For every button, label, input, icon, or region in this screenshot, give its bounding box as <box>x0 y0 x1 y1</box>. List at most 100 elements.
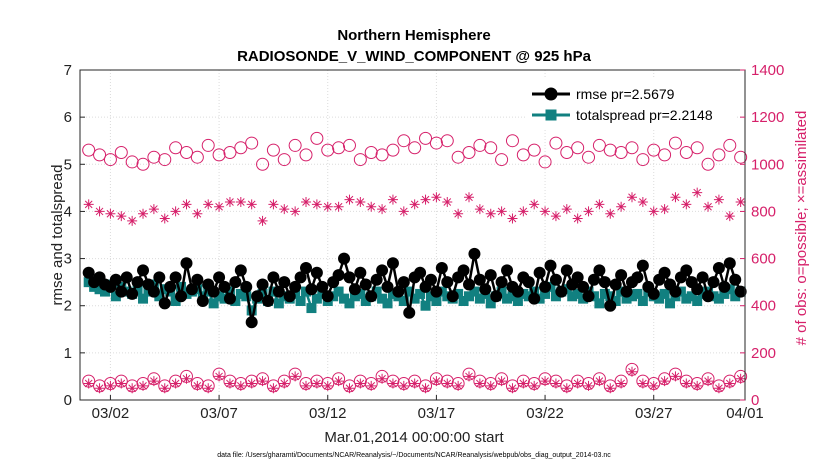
rmse-point <box>609 278 622 291</box>
y-tick-label-left: 0 <box>64 392 72 409</box>
obs-possible-marker <box>397 134 411 148</box>
rmse-point <box>245 316 258 329</box>
obs-possible-marker <box>190 150 204 164</box>
obs-assimilated-marker <box>550 211 561 222</box>
obs-assimilated-marker <box>279 204 290 215</box>
rmse-point <box>430 285 443 298</box>
rmse-point <box>631 271 644 284</box>
obs-assimilated-marker <box>637 378 648 389</box>
rmse-point <box>691 283 704 296</box>
obs-assimilated-marker <box>507 383 518 394</box>
totalspread-point <box>208 298 219 309</box>
obs-possible-marker <box>429 136 443 150</box>
totalspread-point <box>99 286 110 297</box>
obs-assimilated-marker <box>681 199 692 210</box>
rmse-point <box>82 266 95 279</box>
series-lines <box>82 247 747 329</box>
obs-possible-marker <box>136 157 150 171</box>
rmse-point <box>289 280 302 293</box>
obs-assimilated-marker <box>464 192 475 203</box>
rmse-point <box>463 278 476 291</box>
obs-possible-marker <box>701 157 715 171</box>
totalspread-point <box>132 284 143 295</box>
chart-title: Northern Hemisphere <box>337 27 490 44</box>
obs-assimilated-marker <box>387 194 398 205</box>
rmse-point <box>707 276 720 289</box>
rmse-point <box>495 276 508 289</box>
obs-assimilated-marker <box>398 206 409 217</box>
obs-possible-marker <box>256 157 270 171</box>
obs-possible-marker <box>147 150 161 164</box>
obs-assimilated-marker <box>496 376 507 387</box>
totalspread-point <box>572 288 583 299</box>
obs-possible-marker <box>560 146 574 159</box>
obs-assimilated-marker <box>224 197 235 207</box>
rmse-point <box>560 264 573 277</box>
totalspread-point <box>425 291 436 302</box>
rmse-point <box>604 299 617 312</box>
rmse-point <box>218 280 231 293</box>
rmse-point <box>669 285 682 298</box>
obs-assimilated-marker <box>116 378 127 389</box>
rmse-point <box>158 297 171 310</box>
rmse-point <box>490 290 503 303</box>
rmse-point <box>544 259 557 272</box>
obs-possible-marker <box>549 136 563 150</box>
chart-subtitle: RADIOSONDE_V_WIND_COMPONENT @ 925 hPa <box>237 48 592 65</box>
obs-assimilated-marker <box>583 206 594 217</box>
obs-assimilated-marker <box>594 376 605 387</box>
obs-assimilated-marker <box>572 378 583 389</box>
rmse-point <box>213 271 226 284</box>
rmse-point <box>555 285 568 298</box>
obs-assimilated-marker <box>550 378 561 389</box>
y-tick-label-left: 3 <box>64 251 72 268</box>
rmse-point <box>115 285 128 298</box>
obs-assimilated-marker <box>290 371 301 382</box>
rmse-point <box>539 280 552 293</box>
rmse-point <box>370 273 383 286</box>
obs-assimilated-marker <box>724 211 735 222</box>
obs-possible-marker <box>342 138 356 152</box>
obs-assimilated-marker <box>594 199 605 210</box>
obs-assimilated-marker <box>420 194 431 205</box>
y-tick-label-left: 2 <box>64 298 72 315</box>
totalspread-point <box>371 286 382 297</box>
obs-possible-marker <box>114 146 128 159</box>
totalspread-point <box>409 293 420 304</box>
obs-assimilated-marker <box>170 206 181 217</box>
totalspread-point <box>594 298 605 309</box>
rmse-point <box>109 273 122 286</box>
totalspread-point <box>681 293 692 304</box>
rmse-point <box>283 290 296 303</box>
obs-assimilated-marker <box>322 380 333 391</box>
obs-assimilated-marker <box>442 378 453 389</box>
rmse-point <box>267 271 280 284</box>
obs-assimilated-marker <box>474 378 485 389</box>
obs-assimilated-marker <box>453 380 464 391</box>
obs-assimilated-marker <box>659 376 670 387</box>
y-tick-label-left: 4 <box>64 203 72 220</box>
plot-frame <box>79 69 746 401</box>
obs-count-markers <box>82 131 748 394</box>
obs-assimilated-marker <box>605 208 616 219</box>
x-tick-label: 03/07 <box>200 405 238 422</box>
rmse-point <box>615 269 628 282</box>
obs-possible-marker <box>538 155 552 169</box>
obs-assimilated-marker <box>322 201 333 212</box>
rmse-point <box>305 283 318 296</box>
obs-assimilated-marker <box>333 201 344 212</box>
rmse-point <box>354 266 367 279</box>
x-axis-label: Mar.01,2014 00:00:00 start <box>324 429 504 446</box>
obs-assimilated-marker <box>181 373 192 384</box>
totalspread-point <box>241 291 252 302</box>
rmse-point <box>392 285 405 298</box>
obs-assimilated-marker <box>724 378 735 389</box>
y-tick-label-right: 800 <box>751 203 776 220</box>
y-tick-label-right: 1000 <box>751 156 784 173</box>
obs-possible-marker <box>125 155 139 169</box>
obs-assimilated-marker <box>409 199 420 210</box>
legend-rmse-marker <box>544 87 558 101</box>
obs-assimilated-marker <box>572 213 583 224</box>
obs-assimilated-marker <box>105 380 116 391</box>
obs-assimilated-marker <box>366 201 377 212</box>
